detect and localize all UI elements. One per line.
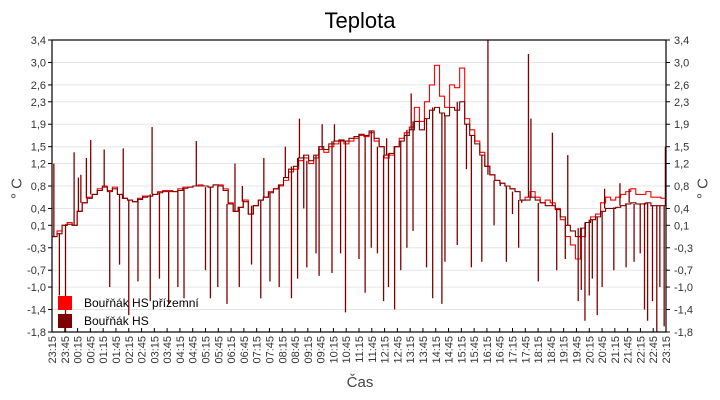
svg-text:2,3: 2,3: [674, 97, 689, 109]
svg-text:1,2: 1,2: [31, 159, 46, 171]
svg-text:-0,3: -0,3: [674, 243, 693, 255]
svg-text:-1,4: -1,4: [674, 305, 693, 317]
svg-text:21:15: 21:15: [610, 336, 622, 364]
svg-text:12:15: 12:15: [380, 336, 392, 364]
svg-text:17:15: 17:15: [508, 336, 520, 364]
svg-text:04:15: 04:15: [175, 336, 187, 364]
svg-text:03:15: 03:15: [149, 336, 161, 364]
svg-text:05:45: 05:45: [213, 336, 225, 364]
svg-text:18:45: 18:45: [546, 336, 558, 364]
svg-text:11:45: 11:45: [367, 336, 379, 363]
svg-text:3,0: 3,0: [31, 57, 46, 69]
legend-label: Bouřňák HS přízemní: [84, 296, 199, 310]
svg-text:14:15: 14:15: [431, 336, 443, 364]
svg-text:09:15: 09:15: [303, 336, 315, 364]
svg-text:23:15: 23:15: [661, 336, 673, 364]
svg-text:-0,7: -0,7: [674, 265, 693, 277]
legend-item-hs: Bouřňák HS: [58, 313, 199, 329]
legend-item-prizemni: Bouřňák HS přízemní: [58, 295, 199, 311]
legend-swatch-darkred-icon: [58, 314, 72, 328]
svg-text:-1,4: -1,4: [27, 305, 46, 317]
svg-text:2,3: 2,3: [31, 97, 46, 109]
svg-text:3,4: 3,4: [674, 35, 689, 47]
svg-text:1,5: 1,5: [31, 142, 46, 154]
svg-text:0,8: 0,8: [31, 181, 46, 193]
svg-text:15:45: 15:45: [469, 336, 481, 364]
svg-text:10:15: 10:15: [328, 336, 340, 364]
svg-text:00:15: 00:15: [73, 336, 85, 364]
svg-text:23:15: 23:15: [47, 336, 59, 364]
svg-text:1,2: 1,2: [674, 159, 689, 171]
svg-text:0,1: 0,1: [31, 220, 46, 232]
svg-text:22:15: 22:15: [635, 336, 647, 364]
svg-text:-1,8: -1,8: [674, 327, 693, 339]
svg-text:2,6: 2,6: [674, 80, 689, 92]
svg-text:17:45: 17:45: [520, 336, 532, 364]
svg-text:-1,0: -1,0: [27, 282, 46, 294]
svg-text:19:15: 19:15: [559, 336, 571, 364]
svg-text:1,9: 1,9: [31, 119, 46, 131]
svg-text:06:15: 06:15: [226, 336, 238, 364]
svg-text:1,5: 1,5: [674, 142, 689, 154]
svg-text:0,4: 0,4: [31, 203, 46, 215]
svg-text:03:45: 03:45: [162, 336, 174, 364]
svg-text:01:45: 01:45: [111, 336, 123, 364]
svg-text:3,0: 3,0: [674, 57, 689, 69]
svg-text:20:45: 20:45: [597, 336, 609, 364]
svg-text:15:15: 15:15: [456, 336, 468, 364]
legend: Bouřňák HS přízemní Bouřňák HS: [58, 295, 199, 331]
svg-text:1,9: 1,9: [674, 119, 689, 131]
svg-text:3,4: 3,4: [31, 35, 46, 47]
svg-text:13:15: 13:15: [405, 336, 417, 364]
svg-text:-1,8: -1,8: [27, 327, 46, 339]
svg-text:0,4: 0,4: [674, 203, 689, 215]
svg-text:13:45: 13:45: [418, 336, 430, 364]
svg-text:-0,7: -0,7: [27, 265, 46, 277]
svg-text:12:45: 12:45: [392, 336, 404, 364]
svg-text:00:45: 00:45: [85, 336, 97, 364]
legend-swatch-red-icon: [58, 296, 72, 310]
chart-title: Teplota: [324, 8, 396, 33]
svg-text:01:15: 01:15: [98, 336, 110, 364]
svg-text:18:15: 18:15: [533, 336, 545, 364]
svg-text:07:15: 07:15: [252, 336, 264, 364]
svg-text:08:15: 08:15: [277, 336, 289, 364]
svg-text:06:45: 06:45: [239, 336, 251, 364]
svg-text:10:45: 10:45: [341, 336, 353, 364]
svg-text:16:45: 16:45: [495, 336, 507, 364]
svg-text:11:15: 11:15: [354, 336, 366, 363]
svg-text:16:15: 16:15: [482, 336, 494, 364]
svg-text:-1,0: -1,0: [674, 282, 693, 294]
svg-text:14:45: 14:45: [444, 336, 456, 364]
svg-text:0,1: 0,1: [674, 220, 689, 232]
svg-text:07:45: 07:45: [264, 336, 276, 364]
svg-text:-0,3: -0,3: [27, 243, 46, 255]
svg-text:02:45: 02:45: [137, 336, 149, 364]
svg-text:02:15: 02:15: [124, 336, 136, 364]
svg-text:05:15: 05:15: [201, 336, 213, 364]
svg-text:08:45: 08:45: [290, 336, 302, 364]
svg-text:19:45: 19:45: [571, 336, 583, 364]
svg-text:20:15: 20:15: [584, 336, 596, 364]
legend-label: Bouřňák HS: [84, 314, 149, 328]
svg-text:2,6: 2,6: [31, 80, 46, 92]
svg-text:09:45: 09:45: [316, 336, 328, 364]
svg-text:23:45: 23:45: [60, 336, 72, 364]
svg-text:0,8: 0,8: [674, 181, 689, 193]
x-axis-label: Čas: [346, 374, 374, 391]
svg-text:04:45: 04:45: [188, 336, 200, 364]
svg-text:22:45: 22:45: [648, 336, 660, 364]
svg-text:21:45: 21:45: [623, 336, 635, 364]
